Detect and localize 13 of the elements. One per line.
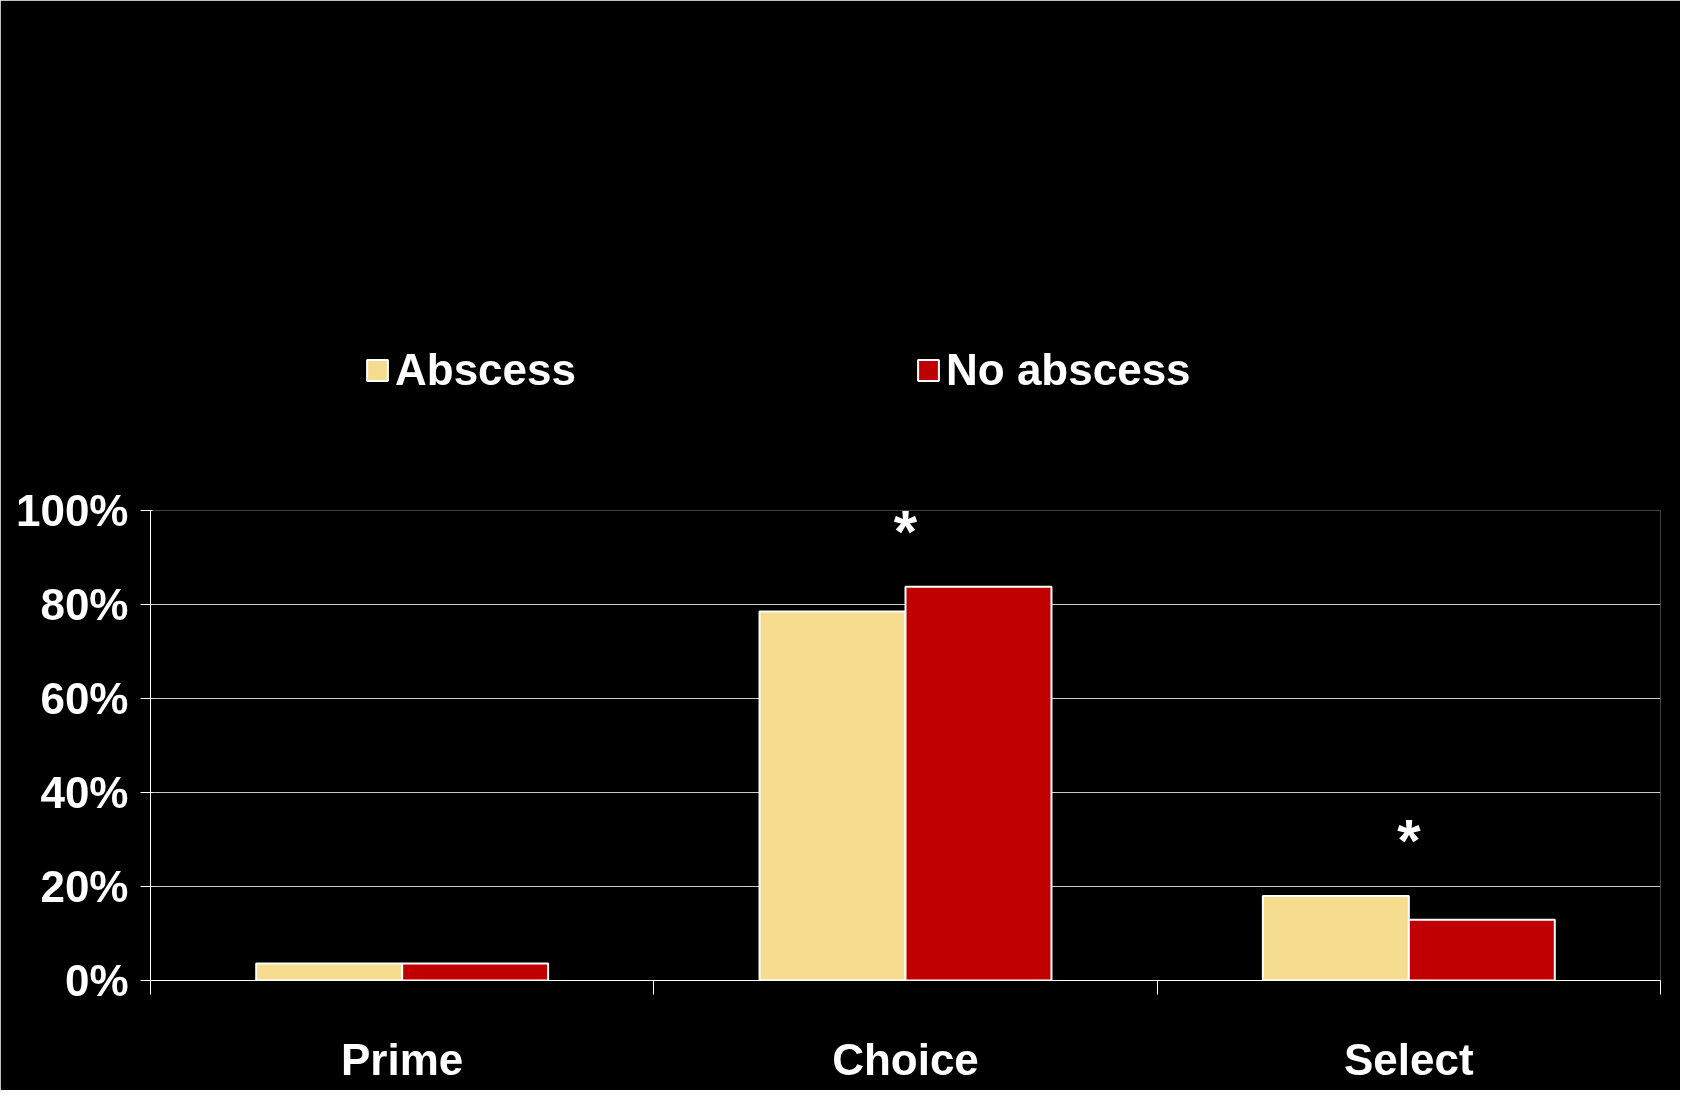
y-tick-label: 40%: [40, 768, 129, 817]
y-tick-label: 100%: [15, 486, 129, 535]
x-tick-label: Select: [1344, 1034, 1474, 1084]
y-tick-label: 60%: [40, 674, 129, 723]
y-tick-label: 20%: [40, 862, 129, 911]
y-tick-label: 0%: [64, 956, 129, 1005]
x-tick-label: Prime: [341, 1034, 464, 1084]
annotation: *: [893, 498, 918, 566]
legend-label: No abscess: [946, 345, 1192, 395]
annotation: *: [1397, 807, 1422, 875]
legend-label: Abscess: [395, 345, 577, 395]
y-tick-label: 80%: [40, 580, 129, 629]
x-tick-label: Choice: [832, 1034, 979, 1084]
